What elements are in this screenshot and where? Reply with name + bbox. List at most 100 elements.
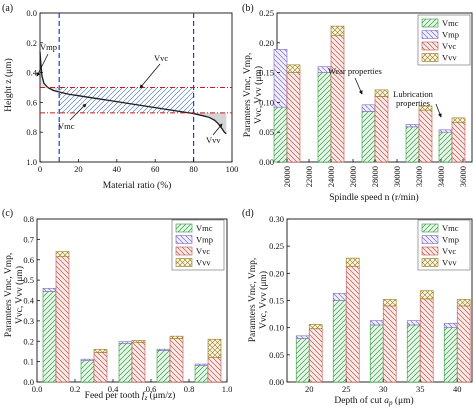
panel-c-y-tick-label-0.0: 0.0 xyxy=(23,377,34,387)
panel-a-annotation-vmp: Vmp xyxy=(40,42,57,52)
panel-a-y-tick-label-0.4: 0.4 xyxy=(26,68,37,78)
vmp-shaded-region xyxy=(40,51,60,92)
panel-c-y-tick-label-0.7: 0.7 xyxy=(23,234,34,244)
panel-c-bar-vvv-2 xyxy=(93,349,108,353)
panel-d-label: (d) xyxy=(242,208,254,219)
panel-b-legend-swatch-vmp xyxy=(421,30,439,39)
panel-c-bar-vvc-4 xyxy=(169,338,184,383)
panel-d-bar-vmp-3 xyxy=(369,320,384,326)
panel-d-x-tick-label-35: 35 xyxy=(416,384,425,394)
wear-annotation-arrow xyxy=(354,77,363,95)
vmc-annotation-arrow xyxy=(69,103,87,121)
panel-b-legend-label-vvc: Vvc xyxy=(442,41,456,51)
panel-b-legend-swatch-vvc xyxy=(421,41,439,51)
panel-d-x-label-variable: a xyxy=(384,396,389,406)
panel-d-x-tick-label-40: 40 xyxy=(453,384,462,394)
panel-b-y-axis-label-line2: Vvc, Vvv (μm) xyxy=(253,66,264,124)
vvv-shaded-region xyxy=(193,112,227,134)
panel-d-y-tick-label-0.25: 0.25 xyxy=(269,241,284,251)
panel-c-bar-vmp-4 xyxy=(156,348,171,351)
panel-d-x-label-suffix: (μm) xyxy=(392,395,413,406)
panel-c-x-label-variable: f xyxy=(142,390,146,401)
panel-d-y-tick-label-0.15: 0.15 xyxy=(269,296,284,306)
panel-b-x-tick-label-28000: 28000 xyxy=(370,166,380,187)
panel-c-x-label-subscript: z xyxy=(144,394,148,402)
panel-d-depth-of-cut-bars: 0.00 0.05 0.10 0.15 0.20 0.25 0.30 20 25 30 35 40 Vm… xyxy=(269,214,473,394)
panel-c-legend-swatch-vvv xyxy=(175,258,193,267)
panel-a-annotation-vmc: Vmc xyxy=(58,121,75,131)
panel-a-y-axis-label: Height z (μm) xyxy=(3,58,14,112)
panel-c-bar-vmc-5 xyxy=(194,364,209,383)
panel-d-legend-label-vmp: Vmp xyxy=(442,235,459,245)
panel-a-label: (a) xyxy=(2,3,13,14)
panel-c-y-axis-label-line1: Paramters Vmc, Vmp, xyxy=(4,253,14,338)
panel-d-y-tick-label-0.00: 0.00 xyxy=(269,377,284,387)
panel-c-bar-vvc-3 xyxy=(131,342,146,383)
panel-b-bar-vvc-5 xyxy=(451,122,466,163)
panel-d-x-tick-label-20: 20 xyxy=(305,384,314,394)
panel-b-legend-swatch-vvv xyxy=(421,53,439,62)
panel-c-y-tick-label-0.5: 0.5 xyxy=(23,275,34,285)
vvc-annotation-arrow xyxy=(139,63,161,89)
panel-a-x-tick-label-0: 0 xyxy=(38,164,42,174)
panel-d-x-tick-label-25: 25 xyxy=(342,384,351,394)
panel-c-y-tick-label-0.3: 0.3 xyxy=(23,316,34,326)
panel-b-label: (b) xyxy=(242,3,254,14)
panel-c-feed-per-tooth-bars: 0.0 0.1 0.2 0.3 0.4 0.5 0.6 0.7 0.8 0.0 0.2 0.4 0.6 0… xyxy=(23,214,232,394)
panel-c-legend-label-vvv: Vvv xyxy=(196,258,211,268)
panel-b-annotation-wear: Wear properties xyxy=(328,66,382,76)
panel-d-bar-vvv-2 xyxy=(345,257,360,267)
panel-b-x-tick-label-26000: 26000 xyxy=(348,166,358,187)
bearing-area-curve xyxy=(39,51,227,135)
panel-b-bar-vvc-2 xyxy=(330,35,345,163)
panel-b-bar-vmp-1 xyxy=(273,49,288,108)
panel-c-y-tick-label-0.6: 0.6 xyxy=(23,255,34,265)
panel-b-y-tick-label-0.00: 0.00 xyxy=(259,157,274,167)
panel-c-y-axis-label-line2: Vvc, Vvv (μm) xyxy=(14,266,25,324)
panel-c-legend-swatch-vmc xyxy=(175,223,193,233)
panel-b-legend-label-vvv: Vvv xyxy=(442,53,457,63)
panel-d-bar-vvc-3 xyxy=(382,305,397,383)
panel-a-x-axis-label: Material ratio (%) xyxy=(103,180,172,191)
panel-b-x-tick-label-22000: 22000 xyxy=(304,166,314,187)
panel-b-y-tick-label-0.05: 0.05 xyxy=(259,127,274,137)
panel-b-x-tick-label-30000: 30000 xyxy=(392,166,402,187)
panel-b-y-tick-label-0.25: 0.25 xyxy=(259,8,274,18)
panel-d-y-tick-label-0.05: 0.05 xyxy=(269,350,284,360)
panel-b-x-tick-label-24000: 24000 xyxy=(326,166,336,187)
panel-a-y-tick-label-0.2: 0.2 xyxy=(26,38,37,48)
panel-c-bar-vmc-4 xyxy=(156,350,171,383)
panel-b-bar-vvc-1 xyxy=(286,72,301,163)
panel-c-bar-vmc-1 xyxy=(42,291,57,383)
panel-d-bar-vvc-1 xyxy=(308,328,323,383)
panel-b-bar-vmc-2 xyxy=(317,72,332,163)
panel-a-x-tick-label-100: 100 xyxy=(226,164,239,174)
panel-b-x-tick-label-32000: 32000 xyxy=(414,166,424,187)
panel-b-bar-vmc-3 xyxy=(361,111,376,163)
panel-d-legend-swatch-vmp xyxy=(421,235,439,244)
panel-c-x-tick-label-0.6: 0.6 xyxy=(146,384,157,394)
panel-d-x-label-prefix: Depth of cut xyxy=(334,395,384,406)
vmc-hatched-region xyxy=(59,91,194,114)
panel-a-y-tick-label-0.6: 0.6 xyxy=(26,97,37,107)
panel-b-y-tick-label-0.15: 0.15 xyxy=(259,68,274,78)
panel-c-legend-label-vmc: Vmc xyxy=(196,223,213,233)
panel-d-y-axis-label-line2: Vvc, Vvv (μm) xyxy=(258,271,269,329)
panel-d-x-label-subscript: p xyxy=(388,399,393,407)
panel-b-legend-label-vmc: Vmc xyxy=(442,18,459,28)
panel-b-bar-vmp-3 xyxy=(361,104,376,112)
panel-c-bar-vvc-2 xyxy=(93,352,108,383)
panel-d-y-axis-label-line1: Paramters Vmc, Vmp, xyxy=(248,258,258,343)
panel-c-y-tick-label-0.4: 0.4 xyxy=(23,296,34,306)
panel-d-x-axis-label: Depth of cut ap (μm) xyxy=(334,395,413,407)
panel-a-x-tick-label-60: 60 xyxy=(151,164,160,174)
panel-b-annotation-lubrication-line2: properties xyxy=(396,98,430,108)
panel-c-x-tick-label-0.0: 0.0 xyxy=(32,384,43,394)
panel-c-x-tick-label-0.8: 0.8 xyxy=(184,384,195,394)
panel-a-x-tick-label-20: 20 xyxy=(74,164,83,174)
panel-c-bar-vvc-1 xyxy=(55,256,70,383)
panel-b-annotation-lubrication-line1: Lubrication xyxy=(393,89,433,99)
panel-d-y-tick-label-0.30: 0.30 xyxy=(269,214,284,224)
panel-c-y-tick-label-0.1: 0.1 xyxy=(23,357,34,367)
vvc-hatched-region xyxy=(59,87,194,114)
